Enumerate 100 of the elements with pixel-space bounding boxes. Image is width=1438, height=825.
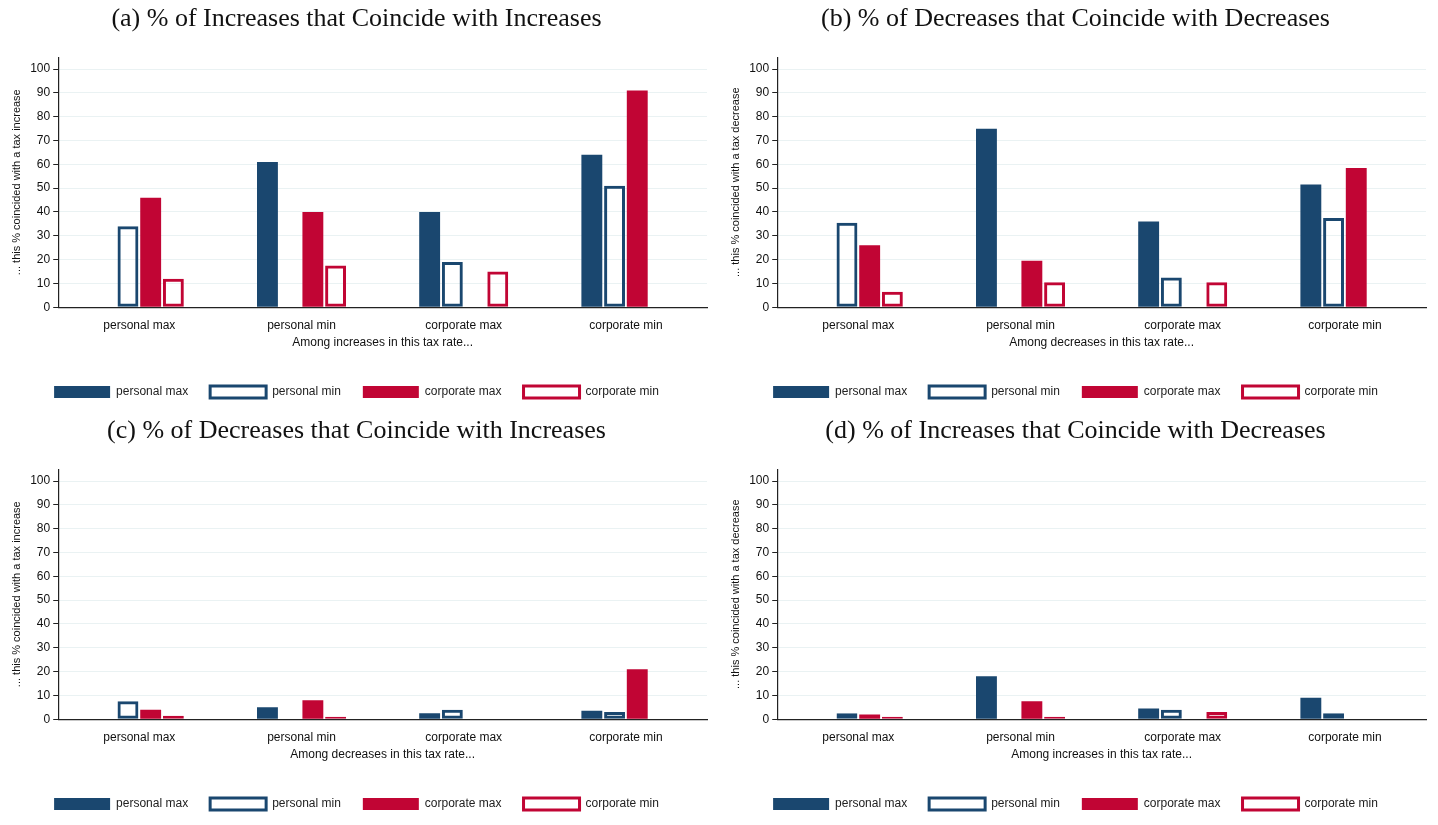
x-axis-title: Among increases in this tax rate...	[1011, 747, 1192, 762]
bar	[302, 211, 324, 307]
bar	[859, 245, 881, 307]
legend-label: personal max	[116, 384, 189, 399]
y-tick-label: 90	[755, 497, 770, 512]
bar	[1300, 184, 1322, 307]
y-tick-label: 10	[36, 275, 51, 290]
y-tick-label: 20	[36, 251, 51, 266]
y-tick-label: 100	[30, 473, 51, 488]
y-tick-label: 40	[755, 616, 770, 631]
y-tick-label: 30	[36, 228, 51, 243]
legend-label: personal min	[991, 796, 1060, 811]
bar	[1138, 708, 1160, 719]
x-tick-label: personal min	[267, 729, 336, 744]
y-tick-label: 20	[755, 251, 770, 266]
bar	[581, 710, 603, 719]
x-tick-label: personal min	[986, 317, 1055, 332]
y-tick-label: 70	[755, 132, 770, 147]
y-tick-label: 100	[749, 61, 770, 76]
y-tick-label: 50	[36, 180, 51, 195]
chart-title: (b) % of Decreases that Coincide with Decreases	[821, 3, 1330, 33]
y-tick-label: 40	[36, 204, 51, 219]
x-tick-label: personal max	[103, 317, 176, 332]
y-tick-label: 10	[755, 275, 770, 290]
y-axis-title: ... this % coincided with a tax decrease	[728, 499, 741, 689]
x-tick-label: corporate max	[1144, 317, 1222, 332]
bar	[1345, 167, 1367, 307]
legend-label: personal min	[991, 384, 1060, 399]
legend-label: corporate max	[1143, 796, 1221, 811]
y-tick-label: 10	[36, 687, 51, 702]
bar	[140, 197, 162, 307]
bar	[419, 211, 441, 307]
y-tick-label: 20	[755, 663, 770, 678]
y-tick-label: 30	[36, 640, 51, 655]
x-tick-label: corporate min	[1308, 729, 1382, 744]
y-tick-label: 50	[755, 180, 770, 195]
y-tick-label: 90	[36, 497, 51, 512]
bar	[1138, 221, 1160, 307]
y-tick-label: 40	[755, 204, 770, 219]
bar	[626, 90, 648, 307]
legend-label: personal min	[272, 384, 341, 399]
bar	[257, 161, 278, 307]
y-tick-label: 50	[755, 592, 770, 607]
y-axis-title: ... this % coincided with a tax decrease	[728, 87, 741, 277]
x-axis-title: Among increases in this tax rate...	[292, 335, 473, 350]
y-tick-label: 0	[43, 299, 51, 314]
y-axis-title: ... this % coincided with a tax increase	[9, 89, 22, 276]
y-tick-label: 0	[43, 711, 51, 726]
y-tick-label: 60	[36, 568, 51, 583]
y-tick-label: 30	[755, 640, 770, 655]
chart-title: (c) % of Decreases that Coincide with Increases	[107, 415, 606, 445]
chart-title: (a) % of Increases that Coincide with Increases	[111, 3, 602, 33]
bar	[257, 707, 278, 719]
legend-label: corporate max	[424, 384, 502, 399]
x-tick-label: personal max	[103, 729, 176, 744]
x-tick-label: personal max	[822, 317, 895, 332]
legend-label: corporate min	[585, 796, 659, 811]
bar	[859, 714, 881, 719]
bar	[976, 676, 997, 719]
x-tick-label: personal min	[986, 729, 1055, 744]
y-axis-title: ... this % coincided with a tax increase	[9, 501, 22, 688]
x-tick-label: corporate max	[1144, 729, 1222, 744]
y-tick-label: 80	[755, 109, 770, 124]
x-tick-label: personal min	[267, 317, 336, 332]
legend-label: personal max	[835, 384, 908, 399]
y-tick-label: 0	[762, 299, 770, 314]
x-tick-label: corporate max	[425, 317, 503, 332]
bar	[581, 154, 603, 307]
y-tick-label: 90	[36, 85, 51, 100]
x-tick-label: corporate min	[589, 317, 663, 332]
bar	[140, 709, 162, 719]
y-tick-label: 30	[755, 228, 770, 243]
x-axis-title: Among decreases in this tax rate...	[1009, 335, 1194, 350]
bar	[419, 713, 441, 719]
y-tick-label: 80	[755, 521, 770, 536]
x-axis-title: Among decreases in this tax rate...	[290, 747, 475, 762]
chart-title: (d) % of Increases that Coincide with Decreases	[825, 415, 1326, 445]
y-tick-label: 10	[755, 687, 770, 702]
legend-label: personal max	[835, 796, 908, 811]
legend-label: corporate min	[585, 384, 659, 399]
legend-label: corporate min	[1304, 796, 1378, 811]
y-tick-label: 100	[749, 473, 770, 488]
y-tick-label: 80	[36, 109, 51, 124]
bar	[1300, 697, 1322, 719]
y-tick-label: 60	[36, 156, 51, 171]
bar	[1021, 701, 1043, 719]
y-tick-label: 70	[36, 132, 51, 147]
y-tick-label: 90	[755, 85, 770, 100]
legend-label: corporate max	[424, 796, 502, 811]
x-tick-label: corporate min	[589, 729, 663, 744]
y-tick-label: 20	[36, 663, 51, 678]
bar	[626, 669, 648, 719]
bar	[302, 700, 324, 719]
x-tick-label: corporate max	[425, 729, 503, 744]
y-tick-label: 40	[36, 616, 51, 631]
y-tick-label: 50	[36, 592, 51, 607]
x-tick-label: corporate min	[1308, 317, 1382, 332]
legend-label: personal max	[116, 796, 189, 811]
bar	[1021, 260, 1043, 307]
bar	[976, 128, 997, 307]
